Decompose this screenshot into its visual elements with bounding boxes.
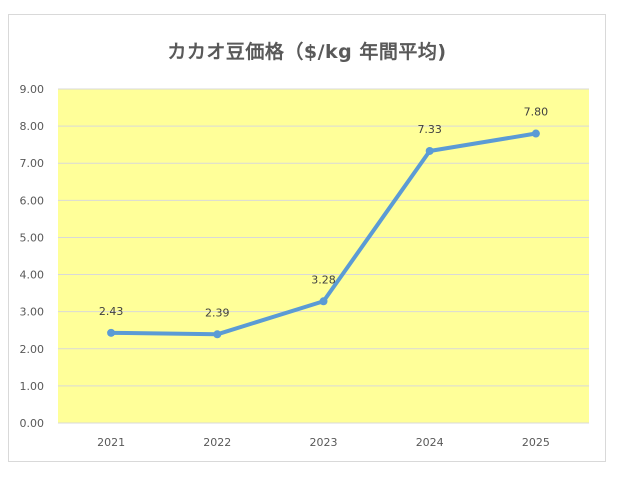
- x-tick-label: 2022: [203, 436, 231, 449]
- y-tick-label: 0.00: [20, 417, 45, 430]
- data-point: [319, 297, 328, 306]
- x-tick-label: 2024: [416, 436, 444, 449]
- x-tick-label: 2025: [522, 436, 550, 449]
- gridlines: [58, 88, 589, 424]
- y-tick-label: 3.00: [20, 306, 45, 319]
- data-label: 2.43: [99, 305, 124, 318]
- data-point: [107, 328, 116, 337]
- y-tick-label: 7.00: [20, 157, 45, 170]
- y-tick-label: 6.00: [20, 194, 45, 207]
- data-label: 2.39: [205, 306, 230, 319]
- data-point: [213, 330, 222, 339]
- chart-title: カカオ豆価格（$/kg 年間平均): [167, 41, 447, 63]
- y-tick-label: 5.00: [20, 231, 45, 244]
- y-tick-label: 1.00: [20, 380, 45, 393]
- data-label: 7.33: [417, 123, 442, 136]
- data-point: [425, 146, 434, 155]
- x-tick-label: 2023: [310, 436, 338, 449]
- y-tick-label: 4.00: [20, 269, 45, 282]
- data-label: 7.80: [524, 106, 549, 119]
- plot-area: [58, 89, 589, 423]
- y-tick-label: 8.00: [20, 120, 45, 133]
- y-tick-label: 2.00: [20, 343, 45, 356]
- y-tick-label: 9.00: [20, 83, 45, 96]
- series-layer: 2.43 2.39 3.28 7.33 7.80: [99, 106, 548, 339]
- x-tick-label: 2021: [97, 436, 125, 449]
- y-axis-ticks: 0.00 1.00 2.00 3.00 4.00 5.00 6.00 7.00 8.00 9.00: [20, 83, 45, 430]
- x-axis-ticks: 2021 2022 2023 2024 2025: [97, 436, 550, 449]
- data-label: 3.28: [311, 273, 336, 286]
- data-point: [531, 129, 540, 138]
